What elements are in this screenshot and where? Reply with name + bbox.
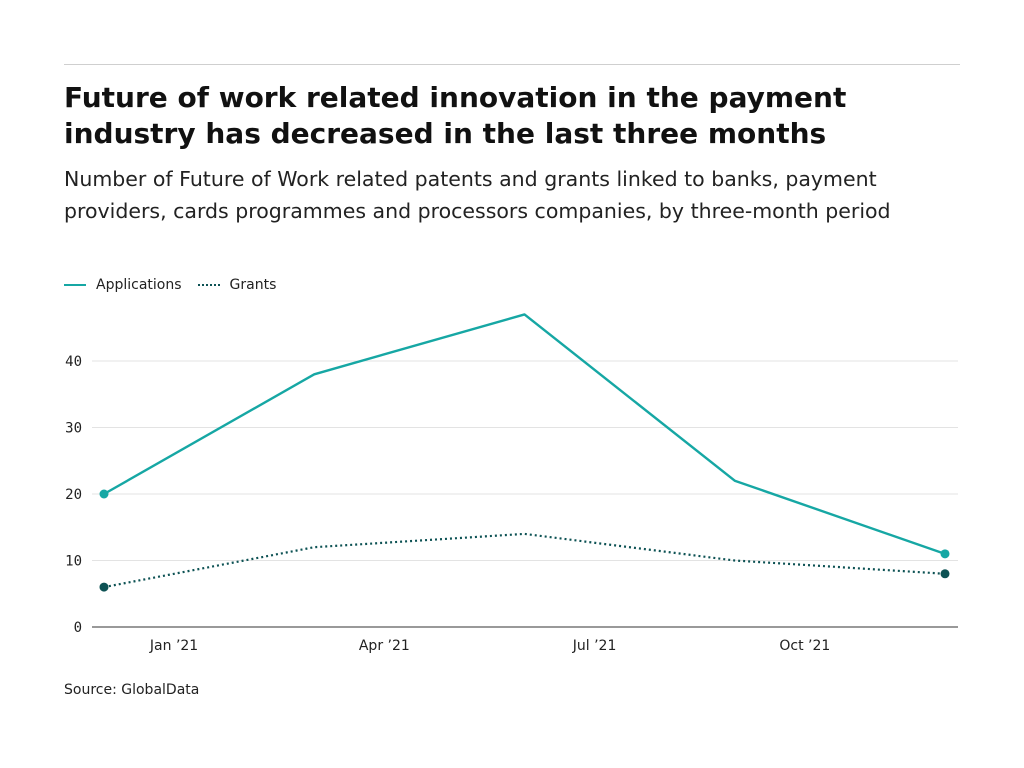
- top-divider: [64, 64, 960, 65]
- y-tick-label-10: 10: [65, 554, 82, 570]
- data-point-grants-4: [940, 569, 950, 579]
- x-tick-label-0: Jan ’21: [149, 638, 198, 654]
- y-tick-label-0: 0: [74, 620, 82, 636]
- data-point-grants-0: [99, 582, 109, 592]
- y-tick-label-40: 40: [65, 354, 82, 370]
- legend-swatch-applications: [64, 284, 86, 286]
- x-tick-label-1: Apr ’21: [359, 638, 410, 654]
- y-tick-label-20: 20: [65, 487, 82, 503]
- legend-item-grants: Grants: [197, 277, 277, 293]
- legend-swatch-grants: [197, 284, 220, 286]
- series-line-grants: [103, 532, 946, 589]
- legend-label-applications: Applications: [96, 277, 182, 293]
- chart-subtitle: Number of Future of Work related patents…: [64, 167, 891, 223]
- data-point-applications-4: [940, 549, 950, 559]
- series-line-applications: [103, 313, 946, 555]
- chart-title: Future of work related innovation in the…: [64, 81, 847, 150]
- legend-item-applications: Applications: [64, 277, 182, 293]
- x-tick-label-3: Oct ’21: [779, 638, 830, 654]
- x-tick-label-2: Jul ’21: [572, 638, 617, 654]
- chart-legend: Applications Grants: [64, 274, 292, 296]
- data-point-applications-0: [99, 489, 109, 499]
- source-note: Source: GlobalData: [64, 682, 200, 698]
- y-tick-label-30: 30: [65, 421, 82, 437]
- legend-label-grants: Grants: [229, 277, 277, 293]
